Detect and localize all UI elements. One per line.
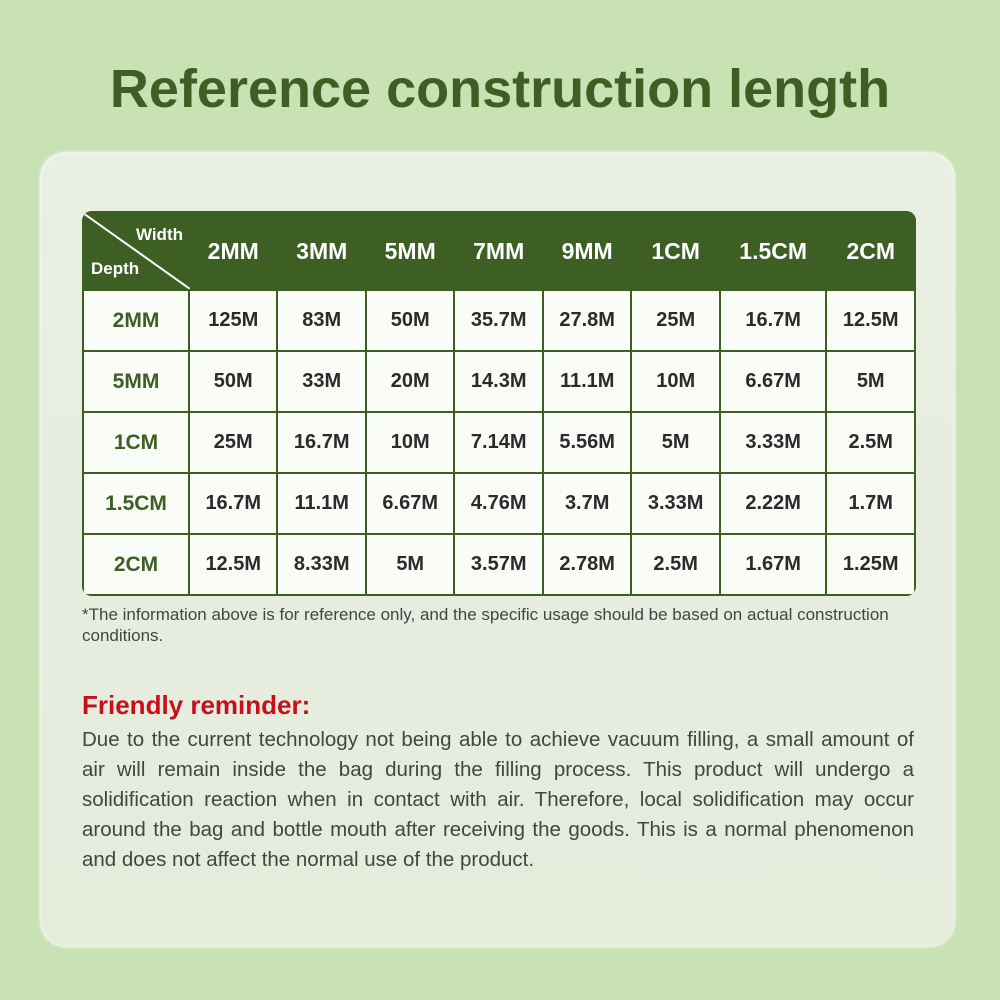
table-cell: 1.67M bbox=[718, 533, 828, 596]
table-cell: 5M bbox=[630, 411, 721, 474]
table-cell: 2.78M bbox=[541, 533, 633, 596]
table-cell: 12.5M bbox=[825, 289, 916, 352]
table-row: 2MM 125M 83M 50M 35.7M 27.8M 25M 16.7M 12.5M bbox=[82, 289, 916, 352]
column-header: 3MM bbox=[276, 211, 367, 291]
table-cell: 3.33M bbox=[718, 411, 828, 474]
table-cell: 25M bbox=[630, 289, 721, 352]
table-cell: 2.22M bbox=[718, 472, 828, 535]
table-cell: 8.33M bbox=[276, 533, 367, 596]
column-header: 1.5CM bbox=[718, 211, 828, 291]
table-cell: 25M bbox=[187, 411, 279, 474]
reminder-title: Friendly reminder: bbox=[82, 690, 311, 720]
table-cell: 1.7M bbox=[825, 472, 916, 535]
row-header: 5MM bbox=[82, 350, 190, 413]
table-cell: 3.57M bbox=[453, 533, 544, 596]
page-title: Reference construction length bbox=[109, 59, 891, 119]
table-cell: 3.7M bbox=[541, 472, 633, 535]
column-header: 7MM bbox=[453, 211, 544, 291]
table-row: 5MM 50M 33M 20M 14.3M 11.1M 10M 6.67M 5M bbox=[82, 350, 916, 413]
table-cell: 50M bbox=[187, 350, 279, 413]
reference-note: *The information above is for reference … bbox=[82, 605, 889, 645]
table-cell: 11.1M bbox=[541, 350, 633, 413]
table-cell: 2.5M bbox=[630, 533, 721, 596]
corner-cell: Width Depth bbox=[83, 211, 190, 291]
table-cell: 20M bbox=[364, 350, 456, 413]
table-cell: 125M bbox=[187, 289, 279, 352]
table-cell: 16.7M bbox=[187, 472, 279, 535]
table-cell: 16.7M bbox=[276, 411, 367, 474]
column-header: 9MM bbox=[541, 211, 633, 291]
table-cell: 33M bbox=[276, 350, 367, 413]
column-header: 2MM bbox=[187, 211, 279, 291]
table-cell: 5M bbox=[825, 350, 916, 413]
table-cell: 3.33M bbox=[630, 472, 721, 535]
table-row: 1.5CM 16.7M 11.1M 6.67M 4.76M 3.7M 3.33M 2.22M 1… bbox=[82, 472, 916, 535]
row-header: 2MM bbox=[82, 289, 190, 352]
table-cell: 50M bbox=[364, 289, 456, 352]
table-row: 1CM 25M 16.7M 10M 7.14M 5.56M 5M 3.33M 2.5M bbox=[82, 411, 916, 474]
table-cell: 6.67M bbox=[718, 350, 828, 413]
table-cell: 27.8M bbox=[541, 289, 633, 352]
table-cell: 5.56M bbox=[541, 411, 633, 474]
table-cell: 7.14M bbox=[453, 411, 544, 474]
table-cell: 35.7M bbox=[453, 289, 544, 352]
table-cell: 14.3M bbox=[453, 350, 544, 413]
table-cell: 10M bbox=[364, 411, 456, 474]
column-header: 1CM bbox=[630, 211, 721, 291]
length-table: Width Depth 2MM 3MM 5MM 7MM 9MM 1CM 1.5CM 2CM 2… bbox=[82, 211, 916, 596]
column-header: 2CM bbox=[825, 211, 916, 291]
header-row: Width Depth 2MM 3MM 5MM 7MM 9MM 1CM 1.5CM 2CM bbox=[83, 211, 916, 291]
table-cell: 5M bbox=[364, 533, 456, 596]
reminder-text: Due to the current technology not being … bbox=[82, 728, 914, 871]
table-cell: 2.5M bbox=[825, 411, 916, 474]
table-cell: 4.76M bbox=[453, 472, 544, 535]
table-cell: 10M bbox=[630, 350, 721, 413]
column-header: 5MM bbox=[364, 211, 456, 291]
row-header: 1.5CM bbox=[82, 472, 190, 535]
diagonal-divider bbox=[83, 213, 190, 289]
table-cell: 12.5M bbox=[187, 533, 279, 596]
table-cell: 1.25M bbox=[825, 533, 916, 596]
table-cell: 83M bbox=[276, 289, 367, 352]
table-cell: 6.67M bbox=[364, 472, 456, 535]
table-cell: 16.7M bbox=[718, 289, 828, 352]
width-label: Width bbox=[135, 225, 183, 244]
row-header: 2CM bbox=[82, 533, 190, 596]
row-header: 1CM bbox=[82, 411, 190, 474]
table-row: 2CM 12.5M 8.33M 5M 3.57M 2.78M 2.5M 1.67M 1.25M bbox=[82, 533, 916, 596]
depth-label: Depth bbox=[91, 259, 140, 278]
table-cell: 11.1M bbox=[276, 472, 367, 535]
